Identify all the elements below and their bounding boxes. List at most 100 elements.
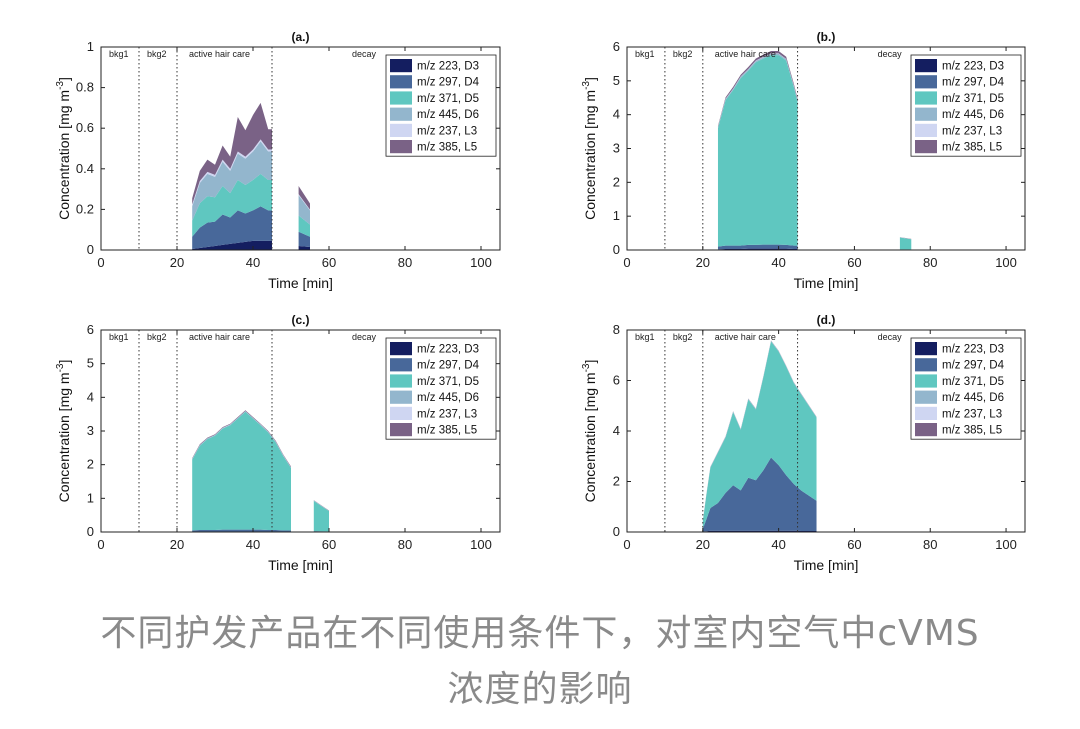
phase-label: active hair care (189, 49, 250, 59)
x-tick-label: 0 (97, 255, 104, 270)
y-axis-label-main: Concentration [mg m (582, 372, 598, 502)
x-axis-label: Time [min] (794, 275, 859, 291)
y-tick-label: 1 (87, 490, 94, 505)
y-axis-label-end: ] (582, 360, 598, 364)
legend-entry: m/z 237, L3 (942, 125, 1002, 137)
figure-caption: 不同护发产品在不同使用条件下，对室内空气中cVMS 浓度的影响 (0, 606, 1080, 718)
legend-swatch (390, 123, 412, 137)
x-tick-label: 20 (170, 537, 184, 552)
area-series-3 (192, 173, 500, 249)
phase-label: decay (352, 332, 377, 342)
legend-entry: m/z 223, D3 (417, 61, 479, 73)
legend-entry: m/z 371, D5 (417, 376, 479, 388)
x-tick-label: 20 (170, 255, 184, 270)
y-axis-label: Concentration [mg m-3] (55, 77, 72, 220)
chart-title: (b.) (817, 30, 836, 44)
chart-title: (a.) (292, 30, 310, 44)
legend-swatch (390, 390, 412, 404)
y-axis-label-sup: -3 (55, 363, 66, 372)
x-tick-label: 60 (322, 255, 336, 270)
x-tick-label: 100 (470, 255, 492, 270)
legend-swatch (390, 358, 412, 372)
phase-label: bkg2 (673, 332, 693, 342)
y-tick-label: 4 (613, 423, 620, 438)
x-tick-label: 40 (771, 255, 785, 270)
legend-swatch (915, 374, 937, 388)
y-tick-label: 6 (613, 39, 620, 54)
x-axis-label: Time [min] (794, 557, 859, 573)
phase-label: bkg1 (635, 49, 655, 59)
y-tick-label: 2 (87, 457, 94, 472)
legend-entry: m/z 445, D6 (417, 109, 479, 121)
caption-line-1: 不同护发产品在不同使用条件下，对室内空气中cVMS (100, 613, 980, 654)
legend-entry: m/z 445, D6 (942, 109, 1004, 121)
legend-entry: m/z 445, D6 (942, 392, 1004, 404)
x-tick-label: 80 (398, 537, 412, 552)
y-tick-label: 0 (613, 524, 620, 539)
y-axis-label: Concentration [mg m-3] (581, 77, 598, 220)
legend-entry: m/z 371, D5 (942, 93, 1004, 105)
legend-entry: m/z 445, D6 (417, 392, 479, 404)
phase-label: decay (878, 49, 903, 59)
phase-label: bkg1 (635, 332, 655, 342)
legend-swatch (915, 75, 937, 89)
legend-swatch (915, 342, 937, 356)
y-axis-label-main: Concentration [mg m (56, 90, 72, 220)
x-tick-label: 0 (623, 255, 630, 270)
y-tick-label: 1 (613, 208, 620, 223)
area-series-2 (192, 529, 500, 532)
x-tick-label: 100 (995, 537, 1017, 552)
y-tick-label: 6 (87, 322, 94, 337)
legend-entry: m/z 385, L5 (942, 425, 1002, 437)
y-tick-label: 6 (613, 373, 620, 388)
y-tick-label: 0.6 (76, 120, 94, 135)
legend-swatch (390, 374, 412, 388)
legend-entry: m/z 237, L3 (942, 408, 1002, 420)
y-tick-label: 5 (613, 73, 620, 88)
area-series-3 (192, 411, 500, 532)
area-series-2 (702, 457, 1025, 532)
chart-title: (c.) (292, 313, 310, 327)
legend-swatch (915, 140, 937, 154)
phase-label: active hair care (715, 332, 776, 342)
legend-entry: m/z 237, L3 (417, 408, 477, 420)
phase-label: bkg2 (673, 49, 693, 59)
legend-swatch (915, 91, 937, 105)
legend-entry: m/z 371, D5 (942, 376, 1004, 388)
y-tick-label: 0 (87, 524, 94, 539)
legend-entry: m/z 223, D3 (942, 344, 1004, 356)
legend-swatch (915, 358, 937, 372)
legend-entry: m/z 297, D4 (942, 360, 1005, 372)
legend-swatch (915, 390, 937, 404)
y-tick-label: 0 (613, 242, 620, 257)
y-axis-label: Concentration [mg m-3] (55, 360, 72, 503)
x-tick-label: 40 (771, 537, 785, 552)
legend-entry: m/z 385, L5 (417, 142, 477, 154)
y-axis-label-main: Concentration [mg m (582, 90, 598, 220)
phase-label: decay (878, 332, 903, 342)
x-axis-label: Time [min] (268, 275, 333, 291)
legend-swatch (915, 423, 937, 437)
x-tick-label: 0 (623, 537, 630, 552)
x-tick-label: 20 (696, 537, 710, 552)
legend-swatch (390, 140, 412, 154)
caption-line-2: 浓度的影响 (447, 669, 633, 710)
y-tick-label: 4 (87, 389, 94, 404)
y-tick-label: 2 (613, 174, 620, 189)
legend-entry: m/z 297, D4 (417, 77, 480, 89)
legend-entry: m/z 297, D4 (417, 360, 480, 372)
legend-swatch (915, 123, 937, 137)
y-tick-label: 1 (87, 39, 94, 54)
y-axis-label-end: ] (56, 77, 72, 81)
legend-swatch (915, 406, 937, 420)
x-tick-label: 40 (246, 537, 260, 552)
legend-swatch (390, 342, 412, 356)
legend-entry: m/z 237, L3 (417, 125, 477, 137)
y-axis-label-end: ] (582, 77, 598, 81)
legend-entry: m/z 223, D3 (417, 344, 479, 356)
x-tick-label: 40 (246, 255, 260, 270)
area-series-2 (192, 206, 500, 250)
